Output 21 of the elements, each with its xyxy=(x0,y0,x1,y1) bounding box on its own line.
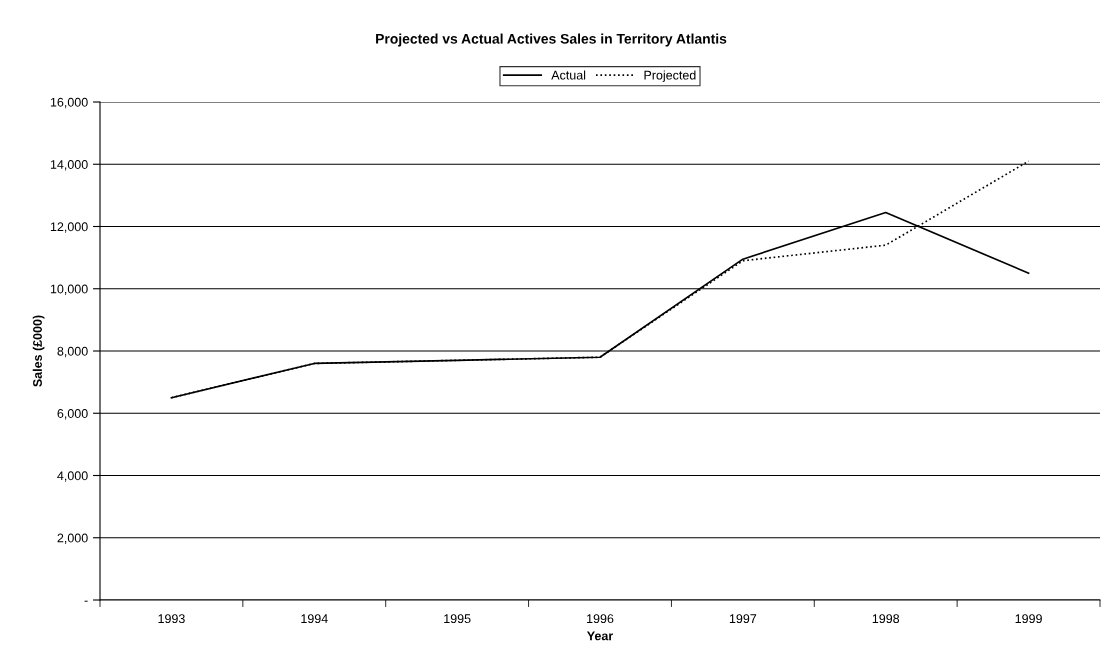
y-tick-label: 4,000 xyxy=(57,471,88,482)
y-tick-label: 8,000 xyxy=(57,346,88,358)
y-axis-title: Sales (£000) xyxy=(32,315,45,387)
x-tick-label: 1994 xyxy=(301,614,328,624)
x-axis-title: Year xyxy=(587,631,614,641)
x-tick-label: 1998 xyxy=(872,614,900,624)
legend-label: Actual xyxy=(551,70,586,80)
x-tick-label: 1995 xyxy=(444,614,471,624)
x-tick-label: 1999 xyxy=(1015,614,1042,624)
x-tick-label: 1996 xyxy=(587,614,614,624)
y-tick-label: - xyxy=(84,600,88,602)
y-tick-label: 14,000 xyxy=(50,160,88,171)
x-tick-label: 1997 xyxy=(729,614,757,624)
x-tick-label: 1993 xyxy=(158,614,185,624)
y-tick-label: 16,000 xyxy=(50,97,88,109)
legend-label: Projected xyxy=(644,70,696,83)
chart-title: Projected vs Actual Actives Sales in Territory Atlantis xyxy=(376,33,727,47)
y-tick-label: 2,000 xyxy=(57,533,88,544)
y-tick-label: 10,000 xyxy=(50,284,88,295)
y-tick-label: 6,000 xyxy=(57,409,88,420)
y-tick-label: 12,000 xyxy=(50,222,88,233)
